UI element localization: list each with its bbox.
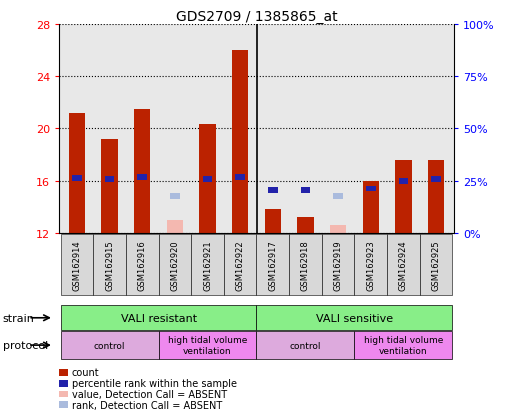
Bar bbox=[298, 218, 313, 233]
Text: value, Detection Call = ABSENT: value, Detection Call = ABSENT bbox=[72, 389, 227, 399]
Text: GSM162924: GSM162924 bbox=[399, 240, 408, 290]
Text: GSM162920: GSM162920 bbox=[170, 240, 180, 290]
Text: GSM162916: GSM162916 bbox=[138, 240, 147, 290]
Text: GSM162919: GSM162919 bbox=[333, 240, 343, 290]
Text: GSM162923: GSM162923 bbox=[366, 240, 375, 290]
Bar bbox=[235, 174, 245, 180]
Text: GSM162917: GSM162917 bbox=[268, 240, 278, 290]
Title: GDS2709 / 1385865_at: GDS2709 / 1385865_at bbox=[175, 10, 338, 24]
Text: GSM162918: GSM162918 bbox=[301, 240, 310, 290]
Bar bbox=[399, 178, 408, 184]
Bar bbox=[330, 225, 346, 233]
Bar bbox=[268, 188, 278, 193]
Text: GSM162915: GSM162915 bbox=[105, 240, 114, 290]
Text: count: count bbox=[72, 368, 100, 377]
Text: protocol: protocol bbox=[3, 340, 48, 350]
Bar bbox=[200, 125, 215, 233]
Bar bbox=[203, 177, 212, 183]
Bar bbox=[395, 160, 411, 233]
Bar bbox=[134, 109, 150, 233]
Text: GSM162921: GSM162921 bbox=[203, 240, 212, 290]
Text: control: control bbox=[94, 341, 125, 350]
Bar bbox=[301, 188, 310, 193]
Bar bbox=[72, 176, 82, 182]
Bar bbox=[366, 186, 376, 192]
Text: GSM162914: GSM162914 bbox=[72, 240, 82, 290]
Bar bbox=[137, 174, 147, 180]
Bar bbox=[167, 220, 183, 233]
Text: VALI resistant: VALI resistant bbox=[121, 313, 196, 323]
Bar bbox=[170, 194, 180, 200]
Text: high tidal volume
ventilation: high tidal volume ventilation bbox=[364, 336, 443, 355]
Text: rank, Detection Call = ABSENT: rank, Detection Call = ABSENT bbox=[72, 400, 222, 410]
Text: control: control bbox=[290, 341, 321, 350]
Bar bbox=[431, 177, 441, 183]
Bar bbox=[105, 177, 114, 183]
Text: percentile rank within the sample: percentile rank within the sample bbox=[72, 378, 237, 388]
Text: GSM162925: GSM162925 bbox=[431, 240, 441, 290]
Bar bbox=[428, 160, 444, 233]
Text: VALI sensitive: VALI sensitive bbox=[316, 313, 393, 323]
Bar bbox=[102, 140, 118, 233]
Text: strain: strain bbox=[3, 313, 34, 323]
Bar bbox=[333, 194, 343, 200]
Text: GSM162922: GSM162922 bbox=[235, 240, 245, 290]
Bar bbox=[363, 181, 379, 233]
Bar bbox=[69, 114, 85, 233]
Bar bbox=[232, 51, 248, 233]
Bar bbox=[265, 210, 281, 233]
Text: high tidal volume
ventilation: high tidal volume ventilation bbox=[168, 336, 247, 355]
